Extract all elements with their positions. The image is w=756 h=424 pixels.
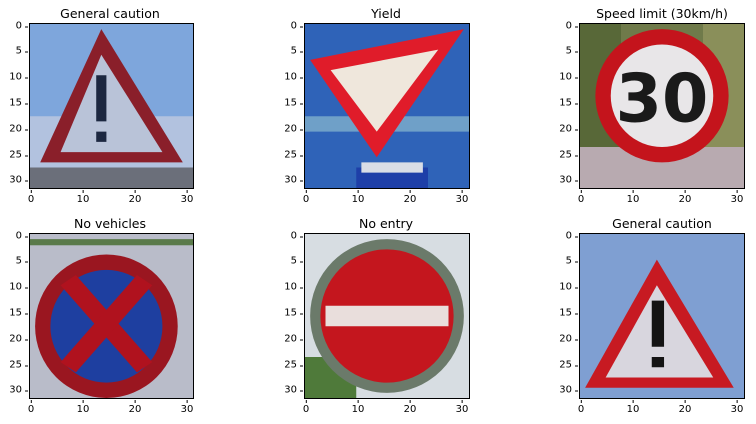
panel-title: Yield	[371, 6, 401, 21]
y-tick: 15	[4, 308, 28, 319]
y-tick: 5	[554, 46, 578, 57]
x-tick: 0	[302, 190, 310, 205]
y-tick: 20	[4, 124, 28, 135]
y-tick: 30	[554, 385, 578, 396]
panel-image-no-vehicles	[29, 233, 194, 399]
x-tick: 10	[626, 190, 640, 205]
x-tick: 20	[403, 190, 417, 205]
y-tick: 15	[279, 98, 303, 109]
x-tick: 0	[27, 190, 35, 205]
x-tick: 10	[76, 400, 90, 415]
y-tick: 10	[4, 282, 28, 293]
x-tick: 30	[455, 400, 469, 415]
y-tick: 10	[279, 72, 303, 83]
y-tick: 5	[4, 256, 28, 267]
y-tick: 15	[4, 98, 28, 109]
y-tick: 10	[4, 72, 28, 83]
y-tick: 30	[554, 175, 578, 186]
x-tick: 20	[678, 190, 692, 205]
y-tick: 10	[554, 282, 578, 293]
y-tick: 30	[279, 385, 303, 396]
y-tick: 5	[4, 46, 28, 57]
y-tick: 15	[554, 98, 578, 109]
panel-title: Speed limit (30km/h)	[596, 6, 728, 21]
panel-image-general-caution	[29, 23, 194, 189]
x-tick: 0	[577, 400, 585, 415]
y-tick: 30	[4, 385, 28, 396]
panel-title: General caution	[60, 6, 160, 21]
y-tick: 5	[279, 46, 303, 57]
x-tick: 30	[180, 400, 194, 415]
x-tick: 30	[180, 190, 194, 205]
panel-image-no-entry	[304, 233, 470, 399]
y-tick: 20	[554, 124, 578, 135]
panel-title: No vehicles	[73, 216, 147, 231]
panel-image-general-caution-2	[579, 233, 745, 399]
x-tick: 30	[455, 190, 469, 205]
x-tick: 10	[76, 190, 90, 205]
x-tick: 30	[730, 400, 744, 415]
panel-image-yield	[304, 23, 470, 189]
y-tick: 20	[4, 334, 28, 345]
y-tick: 0	[279, 21, 303, 32]
y-tick: 0	[279, 231, 303, 242]
y-tick: 0	[4, 231, 28, 242]
x-tick: 20	[128, 190, 142, 205]
y-tick: 30	[4, 175, 28, 186]
x-tick: 0	[302, 400, 310, 415]
y-tick: 30	[279, 175, 303, 186]
y-tick: 20	[279, 334, 303, 345]
x-tick: 20	[678, 400, 692, 415]
x-tick: 20	[128, 400, 142, 415]
y-tick: 20	[279, 124, 303, 135]
x-tick: 30	[730, 190, 744, 205]
speed-number: 30	[616, 59, 709, 137]
x-tick: 10	[351, 400, 365, 415]
x-tick: 0	[577, 190, 585, 205]
y-tick: 25	[4, 360, 28, 371]
y-tick: 5	[279, 256, 303, 267]
panel-title: General caution	[612, 216, 712, 231]
y-tick: 10	[279, 282, 303, 293]
x-tick: 10	[351, 190, 365, 205]
y-tick: 25	[279, 360, 303, 371]
y-tick: 5	[554, 256, 578, 267]
y-tick: 25	[279, 150, 303, 161]
panel-image-speed-limit: 30	[579, 23, 745, 189]
y-tick: 25	[4, 150, 28, 161]
panel-title: No entry	[358, 216, 414, 231]
y-tick: 15	[554, 308, 578, 319]
x-tick: 0	[27, 400, 35, 415]
y-tick: 20	[554, 334, 578, 345]
y-tick: 0	[554, 231, 578, 242]
x-tick: 20	[403, 400, 417, 415]
y-tick: 10	[554, 72, 578, 83]
y-tick: 25	[554, 150, 578, 161]
x-tick: 10	[626, 400, 640, 415]
y-tick: 25	[554, 360, 578, 371]
y-tick: 15	[279, 308, 303, 319]
y-tick: 0	[554, 21, 578, 32]
y-tick: 0	[4, 21, 28, 32]
